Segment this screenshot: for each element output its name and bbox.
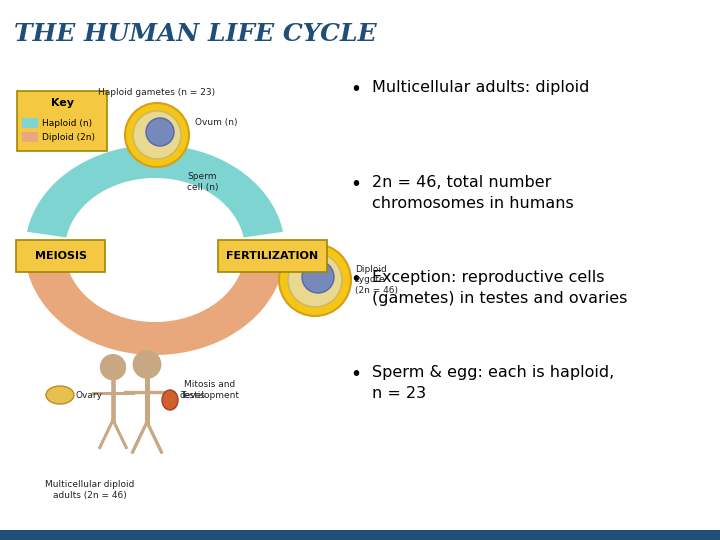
Text: Exception: reproductive cells
(gametes) in testes and ovaries: Exception: reproductive cells (gametes) … <box>372 270 627 306</box>
Circle shape <box>302 261 334 293</box>
Text: 2n = 46, total number
chromosomes in humans: 2n = 46, total number chromosomes in hum… <box>372 175 574 211</box>
Text: Multicellular diploid
adults (2n = 46): Multicellular diploid adults (2n = 46) <box>45 480 135 500</box>
Text: Key: Key <box>50 98 73 108</box>
Circle shape <box>125 103 189 167</box>
FancyBboxPatch shape <box>17 91 107 151</box>
Polygon shape <box>27 262 283 355</box>
Text: •: • <box>350 175 361 194</box>
Text: Ovary: Ovary <box>76 390 103 400</box>
Circle shape <box>100 354 126 380</box>
Text: Mitosis and
development: Mitosis and development <box>180 380 240 400</box>
FancyBboxPatch shape <box>218 240 327 272</box>
Text: Ovum (n): Ovum (n) <box>195 118 238 127</box>
Text: Haploid (n): Haploid (n) <box>42 118 92 127</box>
Ellipse shape <box>46 386 74 404</box>
FancyBboxPatch shape <box>22 118 38 128</box>
Text: Testis: Testis <box>180 390 205 400</box>
Ellipse shape <box>162 390 178 410</box>
FancyBboxPatch shape <box>22 132 38 142</box>
Text: •: • <box>350 365 361 384</box>
Text: •: • <box>350 270 361 289</box>
Text: FERTILIZATION: FERTILIZATION <box>226 251 318 261</box>
Text: Sperm
cell (n): Sperm cell (n) <box>187 172 218 192</box>
Text: •: • <box>350 80 361 99</box>
Circle shape <box>146 118 174 146</box>
Bar <box>0 530 720 540</box>
Circle shape <box>279 244 351 316</box>
Text: Diploid
zygote
(2n = 46): Diploid zygote (2n = 46) <box>355 265 398 295</box>
Circle shape <box>132 350 161 379</box>
Circle shape <box>133 111 181 159</box>
Text: Sperm & egg: each is haploid,
n = 23: Sperm & egg: each is haploid, n = 23 <box>372 365 614 401</box>
Text: Diploid (2n): Diploid (2n) <box>42 132 95 141</box>
Polygon shape <box>27 145 283 238</box>
Text: MEIOSIS: MEIOSIS <box>35 251 86 261</box>
FancyBboxPatch shape <box>16 240 105 272</box>
Circle shape <box>288 253 342 307</box>
Text: Multicellular adults: diploid: Multicellular adults: diploid <box>372 80 590 95</box>
Text: Haploid gametes (n = 23): Haploid gametes (n = 23) <box>99 88 215 97</box>
Text: THE HUMAN LIFE CYCLE: THE HUMAN LIFE CYCLE <box>14 22 377 46</box>
